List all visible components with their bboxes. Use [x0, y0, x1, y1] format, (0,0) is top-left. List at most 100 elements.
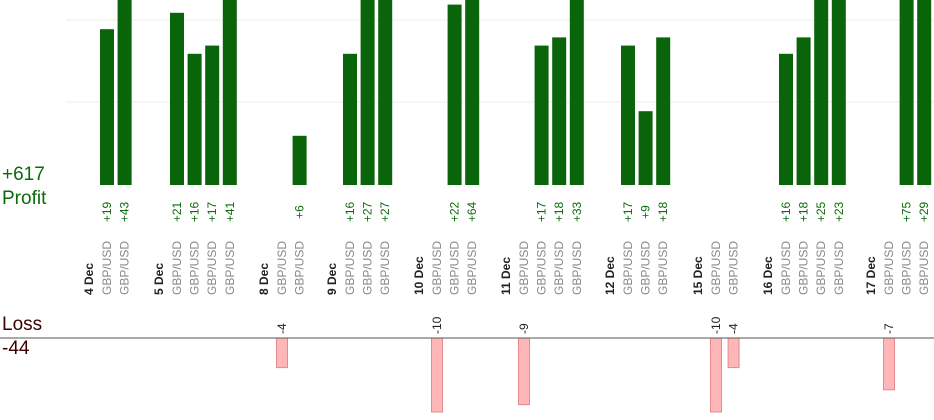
- loss-bar: [727, 337, 740, 369]
- profit-bar: [656, 37, 671, 186]
- pair-label: GBP/USD: [656, 241, 670, 295]
- date-label: 11 Dec: [499, 257, 513, 295]
- pair-label: GBP/USD: [779, 241, 793, 295]
- profit-value-label: +27: [361, 201, 375, 222]
- pair-label: GBP/USD: [900, 241, 914, 295]
- profit-value-label: +16: [188, 201, 202, 222]
- profit-bar: [187, 53, 202, 185]
- pair-label: GBP/USD: [552, 241, 566, 295]
- profit-value-label: +29: [917, 201, 931, 222]
- profit-bar: [343, 53, 357, 185]
- pair-label: GBP/USD: [727, 241, 741, 295]
- pair-label: GBP/USD: [430, 241, 444, 295]
- profit-value-label: +16: [779, 201, 793, 222]
- profit-value-label: +18: [656, 201, 670, 222]
- profit-value-label: +25: [814, 201, 828, 222]
- profit-bar: [205, 45, 220, 185]
- profit-bar: [100, 29, 114, 186]
- pair-label: GBP/USD: [797, 241, 811, 295]
- pair-label: GBP/USD: [293, 241, 307, 295]
- pair-label: GBP/USD: [343, 241, 357, 295]
- profit-bar: [899, 0, 914, 185]
- profit-value-label: +23: [832, 201, 846, 222]
- profit-total: +617: [2, 164, 45, 185]
- pair-label: GBP/USD: [709, 241, 723, 295]
- profit-value-label: +27: [378, 201, 392, 222]
- profit-value-label: +17: [621, 201, 635, 222]
- loss-bar: [710, 337, 722, 413]
- date-label: 16 Dec: [761, 256, 775, 295]
- date-label: 12 Dec: [603, 256, 617, 295]
- profit-value-label: +33: [570, 201, 584, 222]
- profit-value-label: +21: [170, 201, 184, 222]
- profit-bar: [569, 0, 584, 185]
- date-label: 5 Dec: [152, 263, 166, 295]
- profit-bar: [814, 0, 829, 185]
- profit-bar: [779, 53, 793, 185]
- pair-label: GBP/USD: [361, 241, 375, 295]
- pair-label: GBP/USD: [448, 241, 462, 295]
- profit-bar: [378, 0, 393, 185]
- pair-label: GBP/USD: [570, 241, 584, 295]
- pair-label: GBP/USD: [188, 241, 202, 295]
- pair-label: GBP/USD: [832, 241, 846, 295]
- pair-label: GBP/USD: [378, 241, 392, 295]
- profit-label: Profit: [2, 188, 47, 209]
- date-label: 15 Dec: [691, 256, 705, 295]
- pair-label: GBP/USD: [882, 241, 896, 295]
- profit-bar: [292, 135, 307, 185]
- pair-label: GBP/USD: [639, 241, 653, 295]
- date-label: 4 Dec: [82, 263, 96, 295]
- profit-bars: [100, 0, 932, 186]
- profit-bar: [447, 4, 462, 185]
- profit-bar: [222, 0, 237, 185]
- pair-label: GBP/USD: [917, 241, 931, 295]
- profit-value-label: +43: [118, 201, 132, 222]
- loss-value-label: -4: [275, 323, 289, 334]
- profit-value-label: +6: [293, 205, 307, 219]
- profit-bar: [796, 37, 811, 186]
- pair-label: GBP/USD: [100, 241, 114, 295]
- date-label: 9 Dec: [325, 263, 339, 295]
- pair-label: GBP/USD: [205, 241, 219, 295]
- loss-bar: [883, 337, 895, 391]
- pair-label: GBP/USD: [118, 241, 132, 295]
- profit-bar: [360, 0, 375, 185]
- loss-total: -44: [2, 338, 30, 359]
- profit-value-label: +18: [797, 201, 811, 222]
- profit-bar: [465, 0, 480, 185]
- loss-bar: [276, 337, 288, 369]
- loss-bar: [431, 337, 443, 413]
- loss-value-label: -10: [430, 316, 444, 334]
- pair-label: GBP/USD: [535, 241, 549, 295]
- profit-bar: [831, 0, 846, 185]
- date-label: 8 Dec: [257, 263, 271, 295]
- loss-bars: [276, 337, 895, 413]
- profit-value-label: +64: [465, 201, 479, 222]
- profit-bar: [917, 0, 932, 185]
- profit-value-label: +16: [343, 201, 357, 222]
- profit-value-label: +75: [900, 201, 914, 222]
- date-label: 10 Dec: [412, 256, 426, 295]
- profit-value-label: +19: [100, 201, 114, 222]
- pair-label: GBP/USD: [814, 241, 828, 295]
- profit-value-label: +41: [223, 201, 237, 222]
- profit-bar: [552, 37, 567, 186]
- loss-value-label: -9: [517, 323, 531, 334]
- profit-value-label: +17: [535, 201, 549, 222]
- loss-value-label: -4: [727, 323, 741, 334]
- profit-bar: [638, 111, 653, 185]
- loss-bar: [518, 337, 530, 406]
- pair-label: GBP/USD: [275, 241, 289, 295]
- profit-value-label: +9: [639, 205, 653, 219]
- profit-bar: [621, 45, 635, 185]
- profit-bar: [117, 0, 132, 185]
- profit-value-label: +22: [448, 201, 462, 222]
- profit-value-label: +17: [205, 201, 219, 222]
- pair-label: GBP/USD: [170, 241, 184, 295]
- pair-label: GBP/USD: [223, 241, 237, 295]
- profit-bar: [170, 12, 184, 185]
- date-label: 17 Dec: [864, 256, 878, 295]
- loss-value-label: -7: [882, 323, 896, 334]
